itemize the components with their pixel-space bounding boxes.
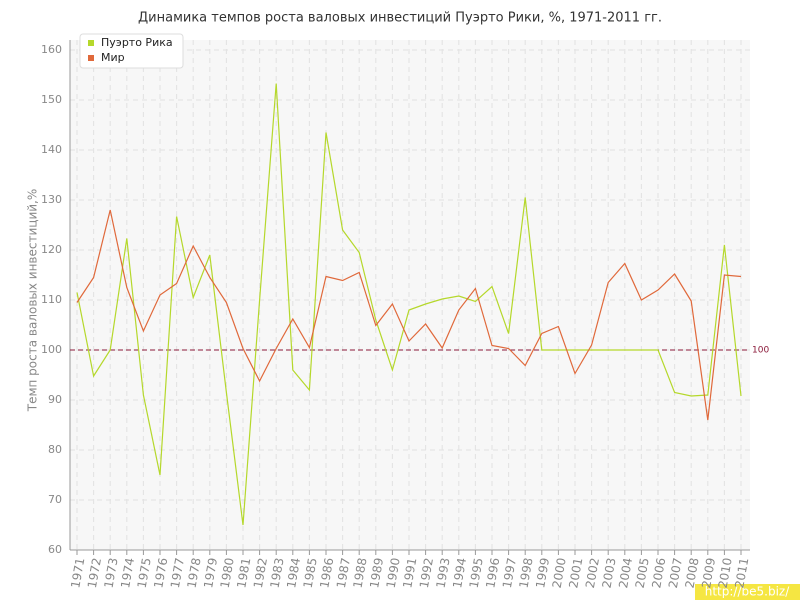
x-tick-label: 1998	[517, 557, 536, 590]
x-tick-label: 1989	[367, 557, 386, 590]
line	[76, 209, 742, 421]
x-tick-label: 1979	[201, 557, 220, 590]
x-tick-label: 2009	[699, 557, 718, 590]
x-tick-label: 1972	[85, 557, 104, 590]
x-tick-label: 1978	[185, 557, 204, 590]
x-tick-label: 1996	[483, 557, 502, 590]
x-tick-label: 1999	[533, 557, 552, 590]
x-tick-label: 1973	[102, 557, 121, 590]
y-tick-label: 130	[41, 193, 62, 206]
y-tick-label: 80	[48, 443, 62, 456]
x-tick-label: 1983	[268, 557, 287, 590]
line	[76, 83, 742, 526]
legend-box	[79, 33, 184, 69]
reference-label: 100	[752, 346, 769, 356]
x-tick-label: 1986	[317, 557, 336, 590]
x-tick-label: 2008	[683, 557, 702, 590]
x-tick-label: 1982	[251, 557, 270, 590]
x-tick-label: 1977	[168, 557, 187, 590]
x-tick-label: 1988	[351, 557, 370, 590]
x-tick-label: 2007	[666, 557, 685, 590]
x-tick-label: 1991	[400, 557, 419, 590]
x-tick-label: 2004	[616, 557, 635, 590]
x-tick-label: 1994	[450, 557, 469, 590]
x-tick-label: 2011	[732, 557, 751, 590]
x-tick-label: 1974	[118, 557, 137, 590]
x-tick-label: 2003	[600, 557, 619, 590]
y-tick-label: 60	[48, 543, 62, 556]
x-tick-label: 1980	[218, 557, 237, 590]
y-axis-label: Темп роста валовых инвестиций,%	[26, 189, 40, 413]
watermark: http://be5.biz/	[705, 585, 790, 599]
x-tick-label: 1992	[417, 557, 436, 590]
x-tick-label: 1971	[68, 557, 87, 590]
y-tick-label: 140	[41, 143, 62, 156]
legend-swatch	[88, 55, 94, 61]
y-tick-label: 90	[48, 393, 62, 406]
x-tick-label: 1976	[151, 557, 170, 590]
x-tick-label: 1997	[500, 557, 519, 590]
y-tick-label: 150	[41, 93, 62, 106]
x-tick-label: 2005	[633, 557, 652, 590]
y-tick-label: 100	[41, 343, 62, 356]
x-tick-label: 1993	[434, 557, 453, 590]
y-tick-label: 70	[48, 493, 62, 506]
legend-label: Пуэрто Рика	[101, 36, 173, 49]
plot-area	[70, 40, 750, 550]
legend-label: Мир	[101, 51, 125, 64]
x-tick-label: 1995	[467, 557, 486, 590]
x-tick-label: 1985	[301, 557, 320, 590]
y-tick-label: 120	[41, 243, 62, 256]
x-tick-label: 1990	[384, 557, 403, 590]
legend-swatch	[88, 40, 94, 46]
x-tick-label: 1984	[284, 557, 303, 590]
chart-title: Динамика темпов роста валовых инвестиций…	[138, 11, 662, 26]
x-tick-label: 2000	[550, 557, 569, 590]
y-tick-label: 160	[41, 43, 62, 56]
x-tick-label: 2010	[716, 557, 735, 590]
x-tick-label: 1975	[135, 557, 154, 590]
x-tick-label: 2001	[566, 557, 585, 590]
x-tick-label: 2002	[583, 557, 602, 590]
x-tick-label: 1987	[334, 557, 353, 590]
x-tick-label: 2006	[649, 557, 668, 590]
y-tick-label: 110	[41, 293, 62, 306]
x-tick-label: 1981	[234, 557, 253, 590]
watermark-bg	[695, 584, 800, 600]
